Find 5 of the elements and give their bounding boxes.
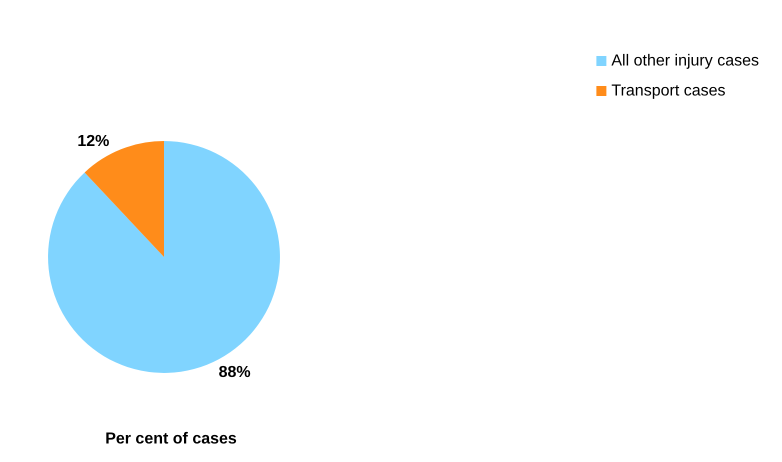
legend-label: All other injury cases — [611, 52, 760, 70]
legend-label: Transport cases — [611, 82, 726, 100]
text: Per cent of cases — [105, 430, 237, 448]
data-label: 12% — [77, 133, 110, 150]
data-label: 88% — [218, 364, 251, 381]
